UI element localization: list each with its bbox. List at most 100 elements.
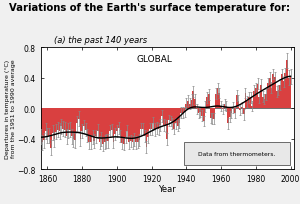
Bar — [194, 100, 196, 109]
Bar — [112, 109, 114, 142]
Bar — [229, 109, 231, 117]
Bar — [182, 109, 184, 113]
Bar — [107, 109, 109, 141]
X-axis label: Year: Year — [158, 184, 176, 193]
Bar — [260, 85, 262, 109]
Text: (a) the past 140 years: (a) the past 140 years — [54, 36, 147, 45]
Bar — [80, 109, 81, 139]
Bar — [128, 109, 130, 143]
Text: GLOBAL: GLOBAL — [136, 55, 172, 64]
Bar — [52, 109, 53, 133]
Bar — [159, 109, 161, 125]
Bar — [43, 109, 45, 141]
Bar — [95, 109, 97, 137]
Bar — [152, 109, 154, 124]
Bar — [90, 109, 92, 142]
Bar — [61, 109, 62, 127]
Bar — [212, 109, 213, 119]
Bar — [187, 101, 189, 109]
Bar — [253, 91, 255, 109]
Bar — [62, 109, 64, 129]
Bar — [116, 109, 118, 131]
Bar — [286, 61, 288, 109]
Bar — [257, 84, 258, 109]
Bar — [57, 109, 59, 130]
Bar — [201, 109, 203, 116]
Bar — [177, 109, 178, 126]
Bar — [269, 78, 271, 109]
Bar — [121, 109, 123, 144]
Bar — [220, 106, 222, 109]
Bar — [231, 109, 233, 113]
Bar — [192, 92, 194, 109]
Bar — [165, 109, 167, 126]
Bar — [158, 109, 159, 129]
Bar — [175, 109, 177, 124]
Bar — [147, 109, 149, 137]
Bar — [114, 109, 116, 134]
Bar — [74, 109, 76, 141]
Bar — [258, 98, 260, 109]
Bar — [71, 109, 73, 137]
Bar — [85, 109, 86, 130]
Bar — [246, 102, 248, 109]
Bar — [151, 109, 152, 129]
Bar — [203, 109, 205, 122]
Bar — [290, 77, 291, 109]
Bar — [172, 109, 173, 124]
Bar — [109, 109, 111, 131]
Bar — [215, 94, 217, 109]
Bar — [239, 109, 241, 110]
Bar — [205, 107, 206, 109]
Bar — [111, 109, 112, 131]
Bar — [271, 88, 272, 109]
Bar — [68, 109, 69, 131]
Bar — [88, 109, 90, 142]
Bar — [210, 109, 212, 119]
Bar — [191, 100, 192, 109]
Bar — [278, 90, 279, 109]
Bar — [224, 105, 225, 109]
Bar — [189, 104, 191, 109]
Bar — [288, 78, 290, 109]
Bar — [232, 108, 234, 109]
Bar — [185, 104, 187, 109]
Bar — [130, 109, 132, 141]
Bar — [48, 109, 50, 136]
Bar — [69, 109, 71, 130]
Bar — [281, 74, 283, 109]
Bar — [125, 109, 126, 137]
Bar — [227, 109, 229, 124]
Bar — [218, 93, 220, 109]
Bar — [251, 106, 253, 109]
Bar — [45, 109, 46, 131]
Bar — [123, 109, 125, 144]
Bar — [146, 109, 147, 147]
Bar — [144, 109, 146, 137]
Bar — [238, 101, 239, 109]
Bar — [213, 109, 215, 119]
Bar — [244, 93, 246, 109]
Bar — [198, 109, 200, 113]
Bar — [50, 109, 52, 148]
Bar — [284, 74, 286, 109]
Bar — [250, 98, 251, 109]
Bar — [83, 109, 85, 127]
FancyBboxPatch shape — [184, 143, 290, 166]
Bar — [225, 106, 227, 109]
Bar — [106, 109, 107, 141]
Bar — [53, 109, 55, 140]
Bar — [78, 109, 80, 119]
Bar — [255, 89, 257, 109]
Bar — [137, 109, 139, 142]
Text: Data from thermometers.: Data from thermometers. — [198, 152, 276, 157]
Bar — [272, 74, 274, 109]
Bar — [126, 109, 128, 131]
Bar — [66, 109, 68, 137]
Bar — [135, 109, 137, 143]
Bar — [41, 109, 43, 143]
Bar — [180, 109, 182, 113]
Bar — [81, 109, 83, 131]
Bar — [173, 109, 175, 129]
Bar — [236, 96, 238, 109]
